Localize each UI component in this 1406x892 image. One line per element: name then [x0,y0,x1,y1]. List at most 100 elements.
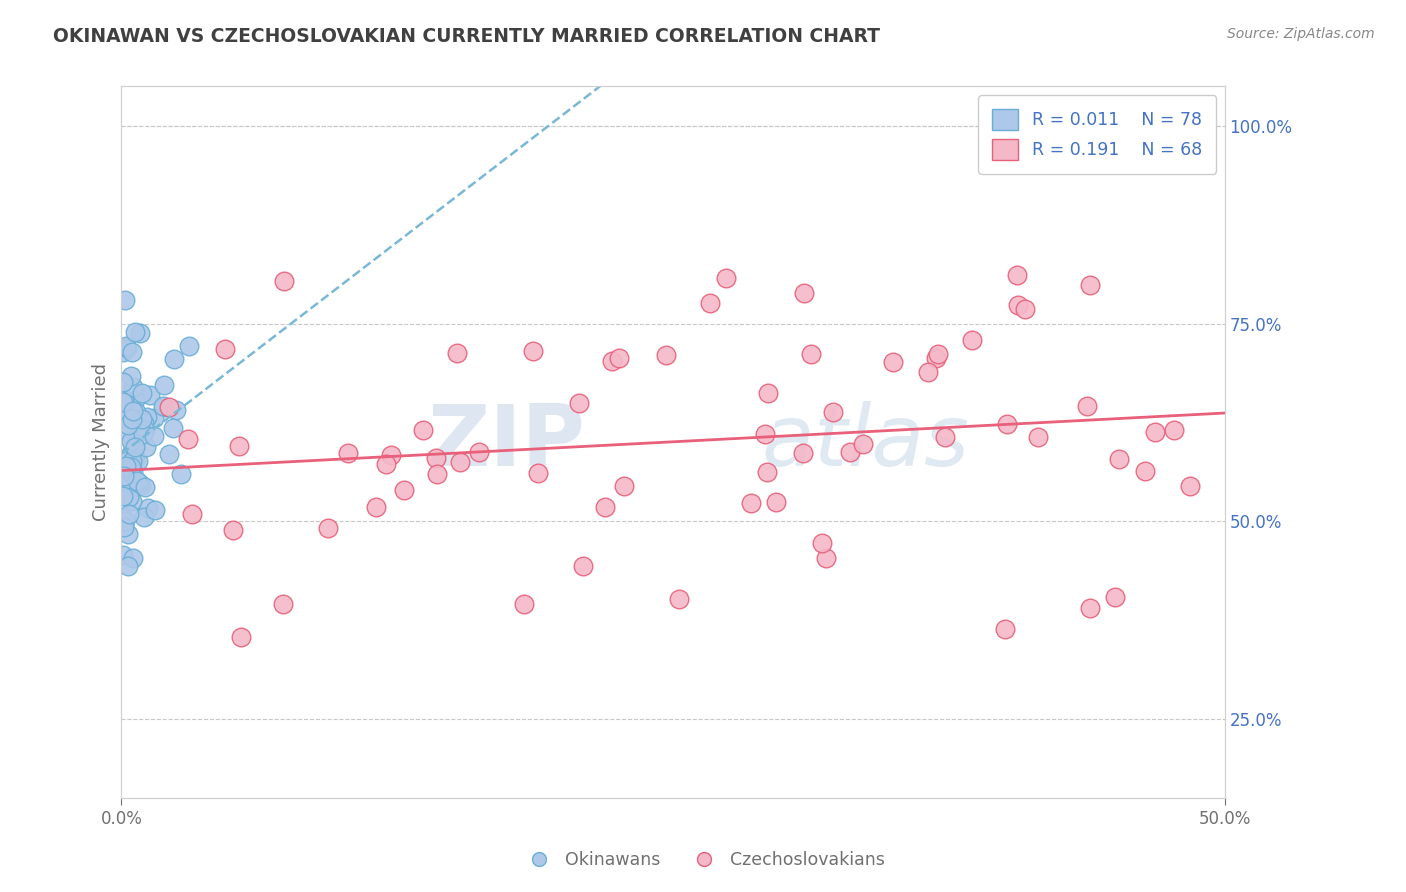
Point [134,509,156,524]
Point [114,514,136,528]
Point [112,392,135,407]
Point [800,347,823,361]
Point [810,536,832,550]
Legend: Okinawans, Czechoslovakians: Okinawans, Czechoslovakians [515,845,891,876]
Point [122,449,145,463]
Point [121,453,143,467]
Point [118,448,141,462]
Point [111,548,134,562]
Point [122,428,145,442]
Point [177,339,200,353]
Point [613,479,636,493]
Point [934,430,956,444]
Point [714,271,737,285]
Point [394,483,416,497]
Point [131,412,153,426]
Point [607,351,630,365]
Point [134,480,156,494]
Point [118,465,141,479]
Point [568,395,591,409]
Point [572,559,595,574]
Point [124,440,146,454]
Point [142,429,165,443]
Y-axis label: Currently Married: Currently Married [93,363,110,521]
Point [838,445,860,459]
Point [115,458,138,473]
Text: ZIP: ZIP [427,401,585,483]
Point [655,348,678,362]
Point [153,377,176,392]
Point [152,400,174,414]
Point [793,285,815,300]
Point [124,392,146,407]
Point [121,412,143,426]
Text: Source: ZipAtlas.com: Source: ZipAtlas.com [1227,27,1375,41]
Point [271,597,294,611]
Point [997,417,1019,431]
Point [1078,278,1101,293]
Point [122,465,145,479]
Point [121,439,143,453]
Point [115,472,138,486]
Point [699,296,721,310]
Point [273,274,295,288]
Point [163,351,186,366]
Point [131,414,153,428]
Point [425,450,447,465]
Point [412,423,434,437]
Point [1078,600,1101,615]
Point [468,445,491,459]
Point [522,343,544,358]
Point [593,500,616,515]
Point [1007,298,1029,312]
Point [152,399,174,413]
Point [131,385,153,400]
Point [1014,301,1036,316]
Point [1005,268,1028,282]
Point [1104,590,1126,604]
Point [1076,399,1098,413]
Point [118,457,141,471]
Point [114,293,136,307]
Point [121,345,143,359]
Point [917,365,939,379]
Point [852,437,875,451]
Point [121,454,143,468]
Point [1180,479,1202,493]
Point [121,551,143,566]
Point [129,326,152,341]
Point [821,405,844,419]
Point [214,342,236,356]
Point [336,445,359,459]
Point [120,368,142,383]
Point [124,325,146,339]
Point [120,460,142,475]
Point [526,467,548,481]
Point [112,395,135,409]
Point [1026,429,1049,443]
Point [740,496,762,510]
Point [139,388,162,402]
Point [134,424,156,438]
Point [924,351,946,366]
Point [111,375,134,389]
Point [927,347,949,361]
Point [124,453,146,467]
Point [118,490,141,504]
Point [117,417,139,432]
Point [117,394,139,409]
Point [756,385,779,400]
Point [765,494,787,508]
Point [122,404,145,418]
Point [169,467,191,481]
Point [121,494,143,508]
Point [132,426,155,441]
Point [366,500,388,514]
Point [117,559,139,574]
Point [136,410,159,425]
Point [112,469,135,483]
Point [143,503,166,517]
Point [375,457,398,471]
Point [814,551,837,566]
Point [882,354,904,368]
